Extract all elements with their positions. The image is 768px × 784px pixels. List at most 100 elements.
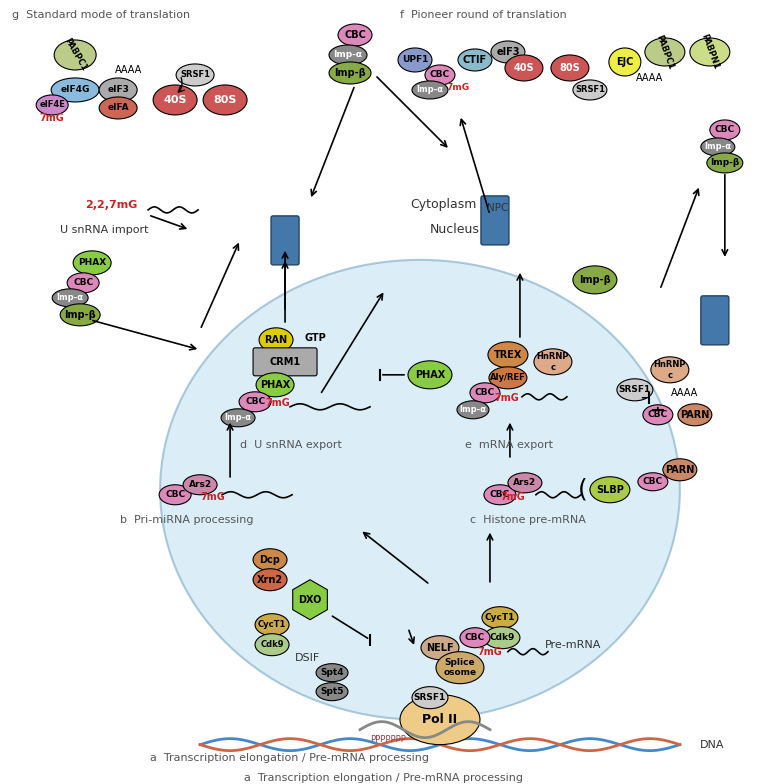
Text: CBC: CBC <box>465 633 485 642</box>
Ellipse shape <box>255 614 289 636</box>
Text: EJC: EJC <box>616 57 634 67</box>
Text: CBC: CBC <box>475 388 495 397</box>
Ellipse shape <box>617 379 653 401</box>
Ellipse shape <box>551 55 589 81</box>
Ellipse shape <box>51 78 99 102</box>
Ellipse shape <box>239 392 271 412</box>
Ellipse shape <box>203 85 247 115</box>
Text: 7mG: 7mG <box>446 83 469 93</box>
Text: eIF3: eIF3 <box>108 85 129 94</box>
Text: Imp-β: Imp-β <box>334 68 366 78</box>
Text: DSIF: DSIF <box>295 653 320 662</box>
Text: U snRNA import: U snRNA import <box>60 225 149 235</box>
Text: CBC: CBC <box>715 125 735 134</box>
Text: PARN: PARN <box>665 465 694 475</box>
Ellipse shape <box>73 251 111 275</box>
Text: HnRNP
c: HnRNP c <box>537 352 569 372</box>
Text: CBC: CBC <box>647 410 668 419</box>
Text: CBC: CBC <box>490 490 510 499</box>
Text: CRM1: CRM1 <box>270 357 300 367</box>
Ellipse shape <box>663 459 697 481</box>
Text: SLBP: SLBP <box>596 485 624 495</box>
Ellipse shape <box>99 78 137 102</box>
Ellipse shape <box>484 626 520 648</box>
Text: a  Transcription elongation / Pre-mRNA processing: a Transcription elongation / Pre-mRNA pr… <box>150 753 429 763</box>
Ellipse shape <box>534 349 572 375</box>
Text: eIF4E: eIF4E <box>39 100 65 110</box>
Text: PHAX: PHAX <box>78 259 106 267</box>
Text: c  Histone pre-mRNA: c Histone pre-mRNA <box>470 515 586 524</box>
Ellipse shape <box>488 342 528 368</box>
Text: f  Pioneer round of translation: f Pioneer round of translation <box>400 10 567 20</box>
Ellipse shape <box>491 41 525 63</box>
Text: 40S: 40S <box>514 63 535 73</box>
Text: 7mG: 7mG <box>40 113 65 123</box>
Text: CycT1: CycT1 <box>485 613 515 622</box>
Ellipse shape <box>253 568 287 590</box>
Text: CTIF: CTIF <box>463 55 487 65</box>
Text: Xrn2: Xrn2 <box>257 575 283 585</box>
Ellipse shape <box>590 477 630 503</box>
Ellipse shape <box>221 408 255 426</box>
Text: Spt5: Spt5 <box>320 687 344 696</box>
Text: CBC: CBC <box>643 477 663 486</box>
Ellipse shape <box>457 401 489 419</box>
Text: AAAA: AAAA <box>636 73 664 83</box>
Ellipse shape <box>505 55 543 81</box>
Text: d  U snRNA export: d U snRNA export <box>240 440 342 450</box>
Text: PARN: PARN <box>680 410 710 419</box>
Text: PABPN1: PABPN1 <box>699 33 720 71</box>
Ellipse shape <box>183 475 217 495</box>
Text: 40S: 40S <box>164 95 187 105</box>
Text: PABPC1: PABPC1 <box>654 34 675 71</box>
Text: Imp-α: Imp-α <box>459 405 486 414</box>
Ellipse shape <box>316 683 348 701</box>
Text: 80S: 80S <box>560 63 581 73</box>
Text: Imp-α: Imp-α <box>57 293 84 303</box>
Text: SRSF1: SRSF1 <box>180 71 210 79</box>
Ellipse shape <box>412 81 448 99</box>
Text: g  Standard mode of translation: g Standard mode of translation <box>12 10 190 20</box>
Text: HnRNP
c: HnRNP c <box>654 360 686 379</box>
Ellipse shape <box>159 485 191 505</box>
Text: 7mG: 7mG <box>478 647 502 657</box>
Text: eIF3: eIF3 <box>496 47 520 57</box>
Text: DNA: DNA <box>700 739 724 750</box>
Text: PHAX: PHAX <box>415 370 445 379</box>
Ellipse shape <box>690 38 730 66</box>
Text: 7mG: 7mG <box>495 393 519 403</box>
Text: CBC: CBC <box>73 278 93 288</box>
Text: Dcp: Dcp <box>260 555 280 564</box>
Text: Imp-α: Imp-α <box>224 413 252 423</box>
Text: PABPC1: PABPC1 <box>62 37 88 73</box>
Text: AAAA: AAAA <box>671 388 698 397</box>
Ellipse shape <box>329 45 367 65</box>
Ellipse shape <box>638 473 668 491</box>
Ellipse shape <box>338 24 372 46</box>
Text: Imp-β: Imp-β <box>710 158 740 168</box>
Text: PPPPPPP: PPPPPPP <box>370 735 406 744</box>
Text: SRSF1: SRSF1 <box>414 693 446 702</box>
Ellipse shape <box>412 687 448 709</box>
Text: Imp-β: Imp-β <box>65 310 96 320</box>
Text: Ars2: Ars2 <box>513 478 537 488</box>
Ellipse shape <box>710 120 740 140</box>
Ellipse shape <box>645 38 685 66</box>
Text: DXO: DXO <box>298 595 322 604</box>
Text: 7mG: 7mG <box>200 492 226 502</box>
Ellipse shape <box>643 405 673 425</box>
Text: Imp-α: Imp-α <box>704 143 731 151</box>
Text: RAN: RAN <box>264 335 287 345</box>
Ellipse shape <box>489 367 527 389</box>
Ellipse shape <box>460 628 490 648</box>
Ellipse shape <box>329 62 371 84</box>
Text: AAAA: AAAA <box>115 65 142 75</box>
Text: Cdk9: Cdk9 <box>489 633 515 642</box>
Ellipse shape <box>482 607 518 629</box>
Ellipse shape <box>316 664 348 681</box>
Text: Splice
osome: Splice osome <box>443 658 476 677</box>
Text: 2,2,7mG: 2,2,7mG <box>85 200 137 210</box>
Ellipse shape <box>176 64 214 86</box>
Ellipse shape <box>508 473 542 493</box>
Text: GTP: GTP <box>304 333 326 343</box>
